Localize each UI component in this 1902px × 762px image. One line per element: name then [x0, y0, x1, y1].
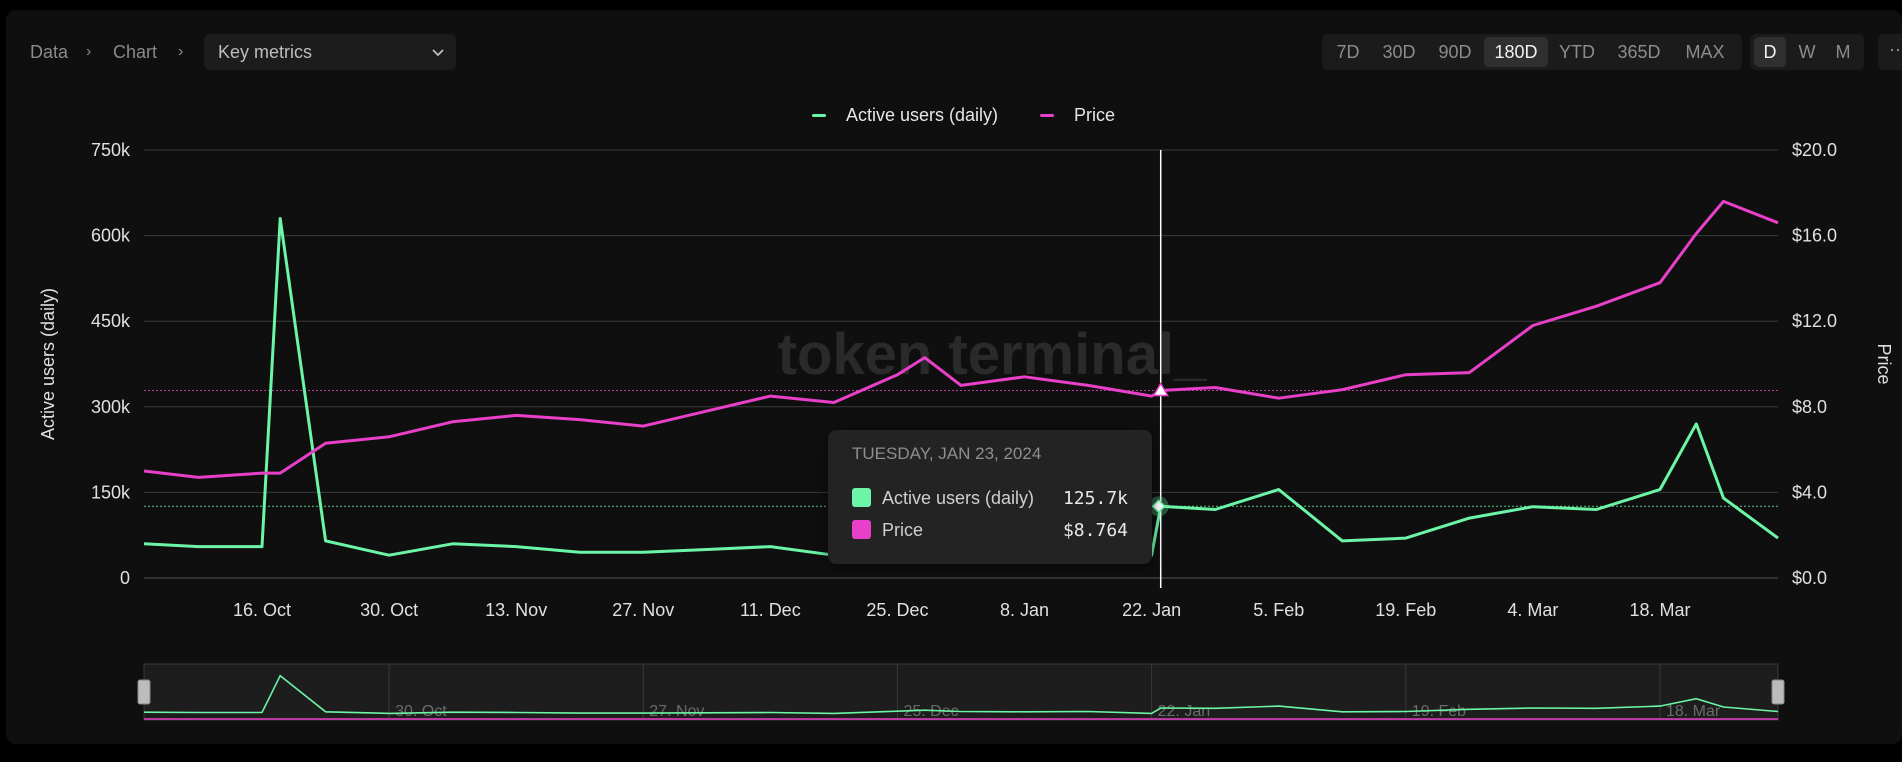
breadcrumb-chart[interactable]: Chart — [113, 42, 158, 62]
range-90d-button[interactable]: 90D — [1438, 42, 1472, 62]
navigator-tick-label: 19. Feb — [1412, 703, 1466, 720]
navigator-tick-label: 25. Dec — [903, 703, 958, 720]
chart-panel: Data › Chart › Key metrics 7D 30D 90D 18… — [6, 10, 1902, 744]
range-ytd-button[interactable]: YTD — [1559, 42, 1595, 62]
range-180d-button[interactable]: 180D — [1484, 37, 1548, 67]
granularity-m-button[interactable]: M — [1835, 42, 1851, 62]
x-tick-label: 18. Mar — [1629, 600, 1690, 620]
y-tick-right: $8.0 — [1792, 397, 1827, 417]
legend-swatch-price — [1040, 114, 1054, 117]
y-axis-title-right: Price — [1874, 343, 1894, 384]
y-axis-title-left: Active users (daily) — [38, 288, 58, 440]
tooltip-label-active-users: Active users (daily) — [882, 488, 1035, 508]
navigator-tick-label: 18. Mar — [1666, 703, 1721, 720]
navigator-active-users-line — [143, 674, 1779, 715]
tooltip-date: TUESDAY, JAN 23, 2024 — [852, 444, 1042, 463]
navigator-left-handle[interactable] — [137, 679, 151, 705]
granularity-w-button[interactable]: W — [1798, 42, 1816, 62]
granularity-selector: D W M — [1750, 34, 1864, 70]
x-tick-label: 8. Jan — [1000, 600, 1049, 620]
y-tick-right: $4.0 — [1792, 482, 1827, 502]
tooltip-label-price: Price — [882, 520, 924, 540]
legend-label-price: Price — [1074, 105, 1116, 125]
y-tick-right: $16.0 — [1792, 226, 1837, 246]
y-tick-left: 450k — [91, 311, 131, 331]
tooltip-value-price: $8.764 — [1062, 520, 1128, 541]
range-30d-button[interactable]: 30D — [1382, 42, 1416, 62]
x-tick-label: 27. Nov — [612, 600, 674, 620]
x-tick-label: 30. Oct — [360, 600, 418, 620]
chevron-down-icon — [432, 49, 444, 57]
price-line — [143, 199, 1779, 479]
y-tick-left: 600k — [91, 226, 131, 246]
x-tick-label: 22. Jan — [1122, 600, 1181, 620]
navigator-right-handle[interactable] — [1771, 679, 1785, 705]
legend-label-active-users: Active users (daily) — [846, 105, 999, 125]
granularity-d-button[interactable]: D — [1754, 37, 1786, 67]
breadcrumb-data[interactable]: Data — [30, 42, 69, 62]
range-365d-button[interactable]: 365D — [1617, 42, 1661, 62]
x-tick-label: 11. Dec — [740, 600, 801, 620]
y-tick-left: 150k — [91, 482, 131, 502]
legend-swatch-active-users — [812, 114, 826, 117]
active-users-hover-marker — [1151, 499, 1166, 514]
tooltip-swatch-active-users — [852, 488, 871, 507]
x-tick-label: 25. Dec — [866, 600, 928, 620]
chart-canvas[interactable]: token terminal_ 0 $0.0 150k $4.0 300k $8.0 450… — [6, 10, 1902, 744]
navigator-tick-label: 30. Oct — [395, 703, 447, 720]
x-tick-label: 5. Feb — [1253, 600, 1304, 620]
x-tick-label: 19. Feb — [1375, 600, 1436, 620]
navigator-tick-label: 22. Jan — [1158, 703, 1210, 720]
y-tick-right: $20.0 — [1792, 140, 1837, 160]
x-tick-label: 13. Nov — [485, 600, 547, 620]
chevron-right-icon: › — [86, 43, 92, 60]
price-hover-marker — [1152, 381, 1170, 397]
tooltip-value-active-users: 125.7k — [1062, 488, 1128, 509]
y-tick-right: $12.0 — [1792, 311, 1837, 331]
range-selector: 7D 30D 90D 180D YTD 365D MAX — [1322, 34, 1742, 70]
metric-select-value: Key metrics — [218, 42, 313, 62]
navigator-background — [143, 663, 1779, 721]
x-tick-label: 4. Mar — [1507, 600, 1558, 620]
tooltip-swatch-price — [852, 520, 871, 539]
toolbar: Data › Chart › Key metrics 7D 30D 90D 18… — [6, 34, 1902, 70]
x-tick-label: 16. Oct — [233, 600, 291, 620]
y-tick-right: $0.0 — [1792, 568, 1827, 588]
chevron-right-icon: › — [178, 43, 184, 60]
range-7d-button[interactable]: 7D — [1336, 42, 1360, 62]
navigator-tick-label: 27. Nov — [649, 703, 704, 720]
more-options-button[interactable]: ··· — [1878, 34, 1902, 70]
watermark: token terminal_ — [778, 322, 1207, 387]
y-tick-left: 750k — [91, 140, 131, 160]
y-tick-left: 0 — [120, 568, 130, 588]
metric-select[interactable]: Key metrics — [204, 34, 456, 70]
tooltip: TUESDAY, JAN 23, 2024 Active users (dail… — [828, 430, 1152, 564]
y-tick-left: 300k — [91, 397, 131, 417]
range-max-button[interactable]: MAX — [1685, 42, 1725, 62]
